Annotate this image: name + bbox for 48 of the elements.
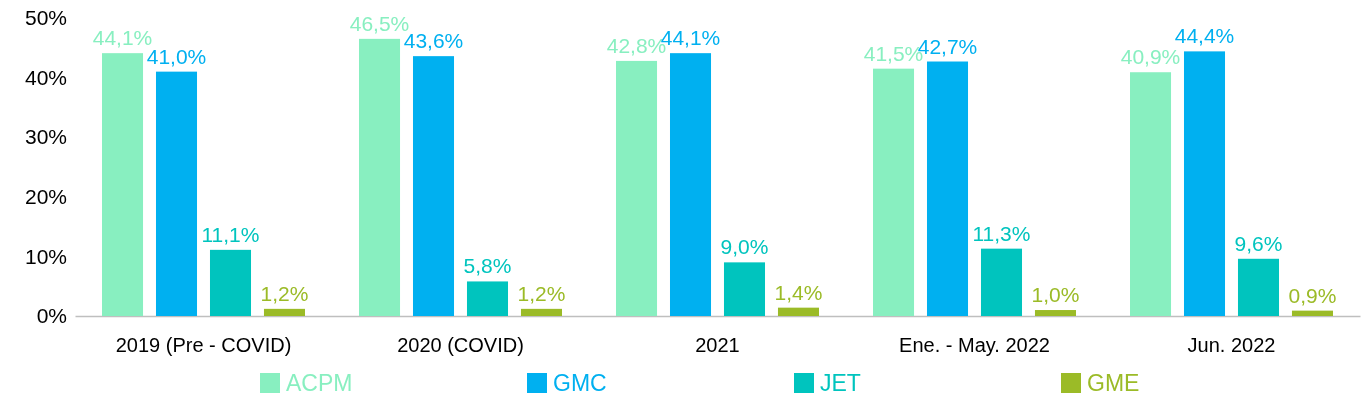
- x-tick-label: 2020 (COVID): [397, 334, 524, 357]
- x-tick-label: 2021: [695, 334, 740, 357]
- bar: [723, 262, 766, 316]
- data-label: 1,4%: [774, 280, 823, 304]
- bar: [1291, 310, 1333, 316]
- bar: [669, 53, 712, 316]
- bar: [873, 68, 915, 316]
- bar: [1183, 51, 1226, 316]
- data-label: 1,2%: [260, 281, 309, 305]
- y-tick-label: 10%: [24, 244, 67, 268]
- bar: [926, 61, 969, 316]
- bar: [980, 248, 1023, 316]
- data-label: 40,9%: [1120, 45, 1181, 69]
- bar: [359, 38, 401, 316]
- bar: [155, 71, 198, 316]
- x-tick-label: Ene. - May. 2022: [899, 334, 1050, 357]
- legend-label: GME: [1087, 370, 1140, 396]
- legend-label: ACPM: [286, 370, 353, 396]
- x-tick-label: Jun. 2022: [1187, 334, 1276, 357]
- y-tick-label: 20%: [24, 185, 67, 209]
- y-tick-label: 50%: [24, 6, 67, 30]
- bar: [102, 53, 144, 316]
- data-label: 0,9%: [1288, 283, 1337, 307]
- bar: [1130, 72, 1172, 316]
- legend-label: GMC: [553, 370, 607, 396]
- bar: [616, 60, 658, 316]
- legend-label: JET: [820, 370, 861, 396]
- y-tick-label: 30%: [24, 125, 67, 149]
- bar: [466, 281, 509, 316]
- bar: [209, 249, 252, 316]
- data-label: 1,0%: [1031, 283, 1080, 307]
- y-tick-label: 40%: [24, 65, 67, 89]
- data-label: 9,6%: [1234, 231, 1283, 255]
- data-label: 5,8%: [463, 254, 512, 278]
- data-label: 44,4%: [1174, 24, 1235, 48]
- bar: [777, 307, 819, 316]
- data-label: 46,5%: [349, 11, 410, 35]
- data-label: 11,3%: [972, 221, 1031, 245]
- data-label: 11,1%: [201, 222, 260, 246]
- y-tick-label: 0%: [36, 304, 67, 328]
- bar: [263, 308, 305, 316]
- bar: [1034, 310, 1076, 316]
- bar: [520, 308, 562, 316]
- bar: [412, 56, 455, 316]
- data-label: 1,2%: [517, 281, 566, 305]
- data-label: 9,0%: [720, 235, 769, 259]
- bar: [1237, 258, 1280, 316]
- x-tick-label: 2019 (Pre - COVID): [115, 334, 292, 357]
